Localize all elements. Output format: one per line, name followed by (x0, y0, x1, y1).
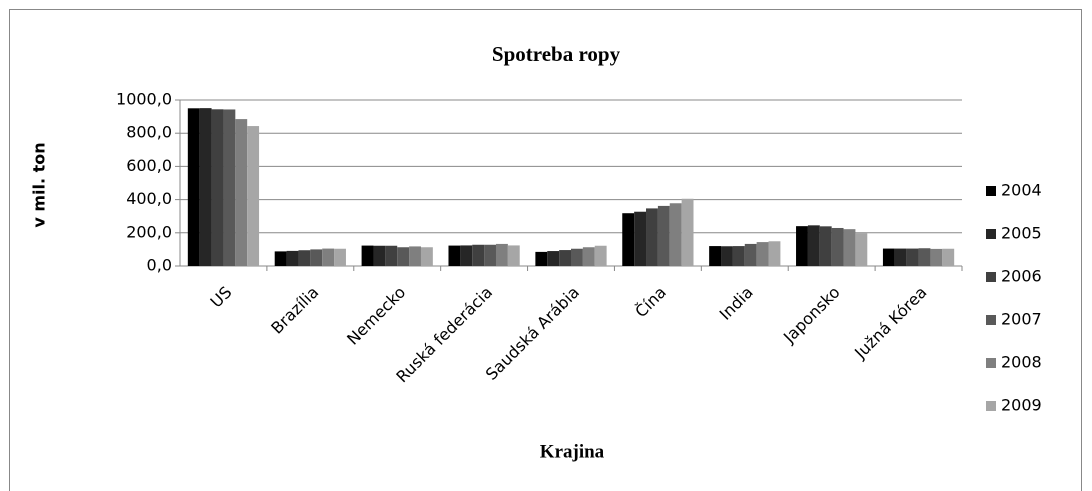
bar (286, 250, 299, 266)
bar (460, 245, 473, 266)
legend-label: 2005 (1001, 224, 1042, 243)
legend-swatch (986, 315, 996, 325)
legend-label: 2007 (1001, 310, 1042, 329)
bar (211, 109, 224, 267)
bar (235, 119, 248, 266)
bar (646, 208, 658, 266)
bar (310, 249, 323, 266)
bar (930, 248, 943, 266)
legend-swatch (986, 358, 996, 368)
bar (274, 251, 287, 266)
bar (373, 245, 386, 266)
bar (622, 213, 635, 266)
bar (681, 198, 694, 266)
bar (420, 247, 433, 266)
bar (732, 246, 745, 266)
bar (819, 226, 832, 266)
y-axis-title: v mil. ton (30, 142, 49, 227)
bar (906, 248, 919, 266)
legend-swatch (986, 272, 996, 282)
legend-label: 2008 (1001, 353, 1042, 372)
bar (199, 108, 212, 266)
bar (796, 226, 808, 266)
bar (247, 126, 260, 266)
bar (223, 109, 236, 266)
bar (831, 227, 844, 266)
bar (882, 248, 895, 266)
bar (843, 229, 856, 266)
bar (322, 248, 335, 266)
bar (495, 243, 508, 266)
bar (448, 245, 461, 266)
bar (187, 108, 200, 266)
y-tick-label: 200,0 (126, 222, 172, 241)
bar (768, 241, 781, 266)
bar (744, 243, 757, 266)
chart-title: Spotreba ropy (492, 42, 621, 66)
y-tick-label: 800,0 (126, 123, 172, 142)
bar (942, 248, 955, 266)
legend-swatch (986, 401, 996, 411)
y-tick-label: 400,0 (126, 189, 172, 208)
bar (582, 247, 595, 266)
bar (559, 250, 571, 266)
bar (385, 245, 398, 266)
bar (807, 225, 820, 266)
bar (472, 244, 485, 266)
bar (669, 203, 682, 266)
legend-label: 2004 (1001, 181, 1042, 200)
bar (657, 205, 670, 266)
bar (361, 245, 374, 266)
bar (547, 251, 560, 266)
bar (894, 248, 907, 266)
bar (634, 211, 647, 266)
legend-swatch (986, 186, 996, 196)
bar (409, 246, 421, 266)
y-tick-label: 0,0 (147, 256, 172, 275)
bar (709, 246, 722, 266)
legend-label: 2009 (1001, 396, 1042, 415)
bar (535, 251, 548, 266)
legend-swatch (986, 229, 996, 239)
bar (721, 246, 733, 266)
bar (334, 248, 346, 266)
bar (507, 245, 520, 266)
bar (756, 242, 769, 266)
y-tick-label: 1000,0 (116, 90, 172, 109)
bar (484, 244, 496, 266)
bar (918, 248, 931, 266)
bar (855, 233, 868, 266)
bar (298, 250, 311, 266)
bar (571, 248, 583, 266)
bar (397, 247, 410, 266)
bar (594, 245, 607, 266)
legend-label: 2006 (1001, 267, 1042, 286)
y-tick-label: 600,0 (126, 156, 172, 175)
x-axis-title: Krajina (540, 441, 605, 462)
